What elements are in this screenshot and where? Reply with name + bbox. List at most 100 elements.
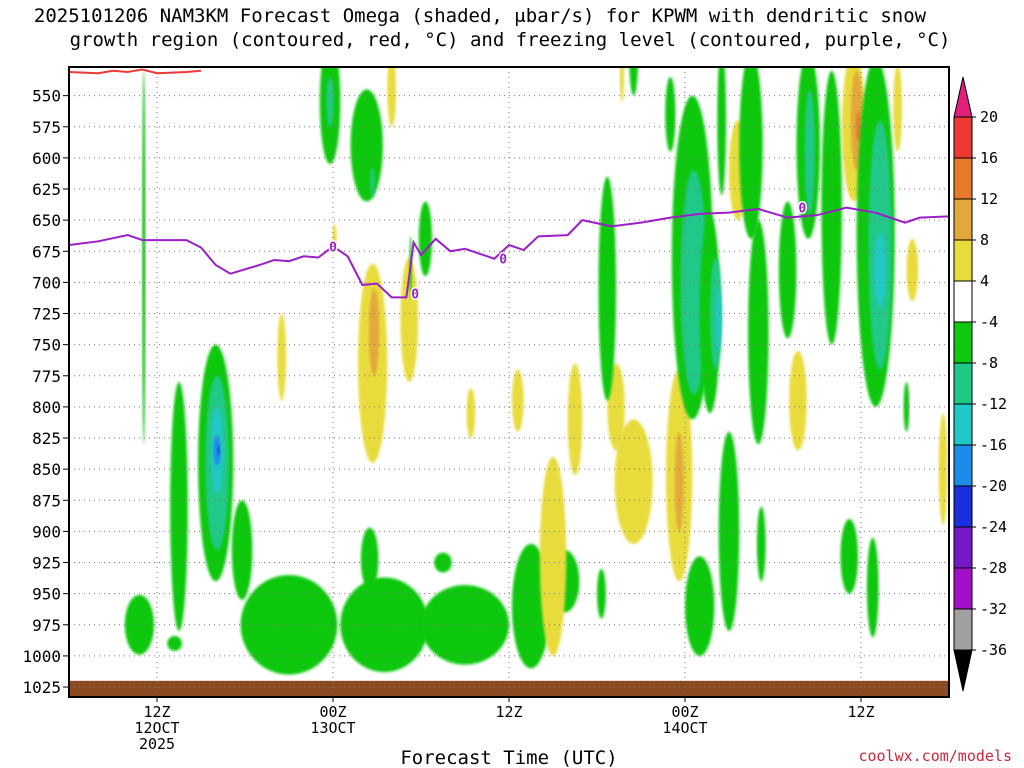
omega-cell-54 — [804, 89, 815, 214]
y-tick-label-800: 800 — [32, 398, 61, 417]
y-tick-label-1000: 1000 — [22, 647, 61, 666]
omega-cell-48 — [748, 220, 769, 445]
y-tick-label-975: 975 — [32, 616, 61, 635]
colorbar-label-2: 12 — [980, 190, 998, 208]
omega-cell-7 — [213, 435, 221, 466]
omega-cell-35 — [598, 176, 617, 401]
colorbar-swatch-0 — [953, 76, 973, 118]
y-tick-label-675: 675 — [32, 242, 61, 261]
colorbar-label-0: 20 — [980, 108, 998, 126]
omega-cell-33 — [614, 419, 653, 544]
omega-cell-64 — [906, 238, 919, 302]
colorbar-label-1: 16 — [980, 149, 998, 167]
x-tick-label-12-1: 12OCT — [134, 719, 179, 737]
omega-cell-9 — [231, 500, 253, 600]
colorbar-label-7: -12 — [980, 395, 1007, 413]
x-axis-title: Forecast Time (UTC) — [400, 747, 617, 768]
colorbar-label-11: -28 — [980, 559, 1007, 577]
y-axis: 550 575 600 625 650 675 700 725 750 775 800 825 850 8… — [22, 87, 69, 697]
y-tick-label-550: 550 — [32, 87, 61, 106]
y-tick-label-825: 825 — [32, 429, 61, 448]
freezing-level-label-0: 0 — [329, 240, 337, 255]
omega-cell-65 — [938, 413, 948, 526]
omega-cell-29 — [511, 369, 524, 432]
colorbar-swatch-5 — [953, 280, 973, 323]
x-tick-label-12-0: 12Z — [143, 703, 170, 721]
omega-cell-20 — [418, 201, 432, 277]
omega-cell-10 — [277, 313, 287, 401]
omega-cell-68 — [866, 537, 879, 638]
colorbar-label-6: -8 — [980, 354, 998, 372]
dgz-contour-line — [69, 68, 202, 75]
colorbar-swatch-3 — [953, 198, 973, 241]
freezing-level-label-3: 0 — [411, 288, 419, 303]
omega-cell-59 — [855, 111, 861, 142]
omega-cell-3 — [167, 635, 182, 651]
colorbar-swatch-11 — [953, 526, 973, 569]
x-tick-label-48-1: 14OCT — [662, 719, 707, 737]
colorbar-label-5: -4 — [980, 313, 998, 331]
colorbar-swatch-2 — [953, 157, 973, 200]
grid — [69, 67, 949, 697]
y-tick-label-900: 900 — [32, 522, 61, 541]
omega-cell-34 — [539, 456, 567, 656]
x-tick-label-48-0: 00Z — [671, 703, 698, 721]
freezing-level-label-2: 0 — [798, 202, 806, 217]
omega-cell-15 — [387, 67, 397, 127]
omega-cell-62 — [874, 232, 886, 308]
colorbar-swatch-8 — [953, 403, 973, 446]
omega-shading — [124, 67, 948, 675]
omega-cell-36 — [597, 568, 606, 619]
omega-cell-14 — [370, 167, 375, 198]
y-tick-label-750: 750 — [32, 336, 61, 355]
omega-cell-70 — [619, 67, 625, 102]
y-tick-label-775: 775 — [32, 367, 61, 386]
contour-lines: 0 0 0 0 — [69, 68, 949, 304]
y-tick-label-925: 925 — [32, 554, 61, 573]
omega-cell-18 — [368, 288, 380, 376]
x-tick-label-60-0: 12Z — [847, 703, 874, 721]
freezing-level-line — [69, 206, 949, 299]
omega-cell-2 — [170, 382, 188, 632]
colorbar-swatch-12 — [953, 567, 973, 610]
y-tick-label-700: 700 — [32, 273, 61, 292]
colorbar-label-13: -36 — [980, 641, 1007, 659]
colorbar-swatch-1 — [953, 116, 973, 159]
colorbar-label-10: -24 — [980, 518, 1007, 536]
omega-cell-69 — [629, 67, 638, 96]
colorbar-label-3: 8 — [980, 231, 989, 249]
omega-cell-55 — [789, 350, 807, 451]
omega-cell-19 — [400, 257, 419, 382]
omega-cell-52 — [778, 201, 797, 339]
colorbar-swatch-14 — [953, 649, 973, 692]
y-tick-label-625: 625 — [32, 180, 61, 199]
freezing-level-label-1: 0 — [499, 253, 507, 268]
colorbar-swatch-4 — [953, 239, 973, 282]
omega-cell-0 — [142, 70, 146, 445]
omega-cell-30 — [466, 388, 476, 439]
chart-title-line-1: 2025101206 NAM3KM Forecast Omega (shaded… — [34, 5, 927, 27]
x-tick-label-24-0: 00Z — [319, 703, 346, 721]
colorbar-swatch-10 — [953, 485, 973, 528]
colorbar: 20 16 12 8 4 -4 -8 -12 -16 -20 -24 -28 -32 -36 — [953, 76, 1007, 692]
colorbar-swatch-7 — [953, 362, 973, 405]
colorbar-swatch-9 — [953, 444, 973, 487]
y-tick-label-575: 575 — [32, 118, 61, 137]
omega-cell-51 — [756, 506, 766, 582]
chart-title-line-2: growth region (contoured, red, °C) and f… — [70, 29, 951, 51]
omega-cell-31 — [567, 363, 583, 476]
omega-cell-46 — [717, 67, 727, 196]
omega-cell-8 — [217, 445, 220, 456]
colorbar-swatch-6 — [953, 321, 973, 364]
omega-cell-67 — [840, 518, 859, 594]
x-tick-label-36-0: 12Z — [495, 703, 522, 721]
y-tick-label-600: 600 — [32, 149, 61, 168]
omega-cell-25 — [360, 527, 379, 590]
colorbar-label-9: -20 — [980, 477, 1007, 495]
omega-cell-28 — [434, 552, 452, 573]
surface-ground — [69, 680, 949, 697]
credit-text: coolwx.com/models — [858, 747, 1012, 765]
colorbar-label-4: 4 — [980, 272, 989, 290]
